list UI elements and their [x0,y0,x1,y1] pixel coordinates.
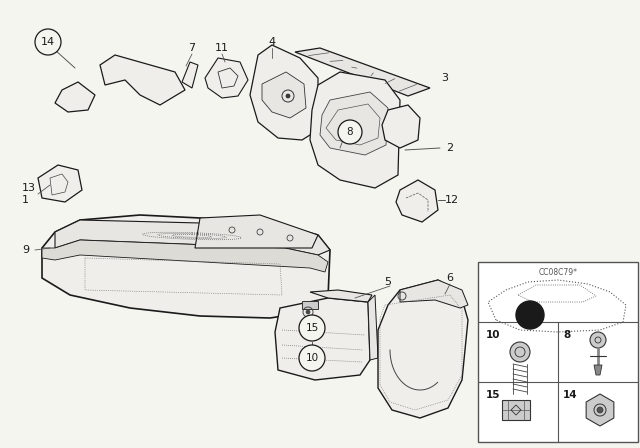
Polygon shape [295,48,430,96]
Polygon shape [310,290,372,302]
Polygon shape [594,365,602,375]
Polygon shape [262,72,306,118]
Circle shape [286,94,290,98]
Text: 8: 8 [347,127,353,137]
Text: 7: 7 [188,43,196,53]
Polygon shape [275,298,370,380]
Polygon shape [55,220,330,255]
Circle shape [597,407,603,413]
Circle shape [299,345,325,371]
Text: 12: 12 [445,195,459,205]
Polygon shape [586,394,614,426]
Text: 5: 5 [385,277,392,287]
Polygon shape [38,165,82,202]
Polygon shape [250,45,318,140]
Circle shape [510,342,530,362]
Text: 10: 10 [486,330,500,340]
Text: 1: 1 [22,195,29,205]
Polygon shape [310,72,400,188]
Polygon shape [320,92,388,155]
Polygon shape [382,105,420,148]
Circle shape [306,310,310,314]
Polygon shape [195,215,318,248]
Circle shape [35,29,61,55]
Text: 14: 14 [563,390,578,400]
Circle shape [516,301,544,329]
Polygon shape [42,240,328,272]
Text: 9: 9 [22,245,29,255]
Polygon shape [100,55,185,105]
Polygon shape [42,215,330,318]
Circle shape [338,120,362,144]
Circle shape [590,332,606,348]
Text: 4: 4 [268,37,276,47]
Text: 15: 15 [486,390,500,400]
Polygon shape [400,280,468,308]
Polygon shape [55,82,95,112]
Bar [502,400,530,420]
Circle shape [299,315,325,341]
Polygon shape [396,180,438,222]
Text: 14: 14 [41,37,55,47]
Polygon shape [378,280,468,418]
Text: 3: 3 [442,73,449,83]
Text: 6: 6 [447,273,454,283]
Text: 8: 8 [563,330,570,340]
Polygon shape [302,301,318,309]
Text: CC08C79*: CC08C79* [538,268,577,277]
Text: 11: 11 [215,43,229,53]
Text: 13: 13 [22,183,36,193]
Text: 10: 10 [305,353,319,363]
Polygon shape [368,295,378,360]
Text: 15: 15 [305,323,319,333]
Polygon shape [205,58,248,98]
Polygon shape [182,62,198,88]
Bar [478,262,638,442]
Text: 2: 2 [447,143,454,153]
